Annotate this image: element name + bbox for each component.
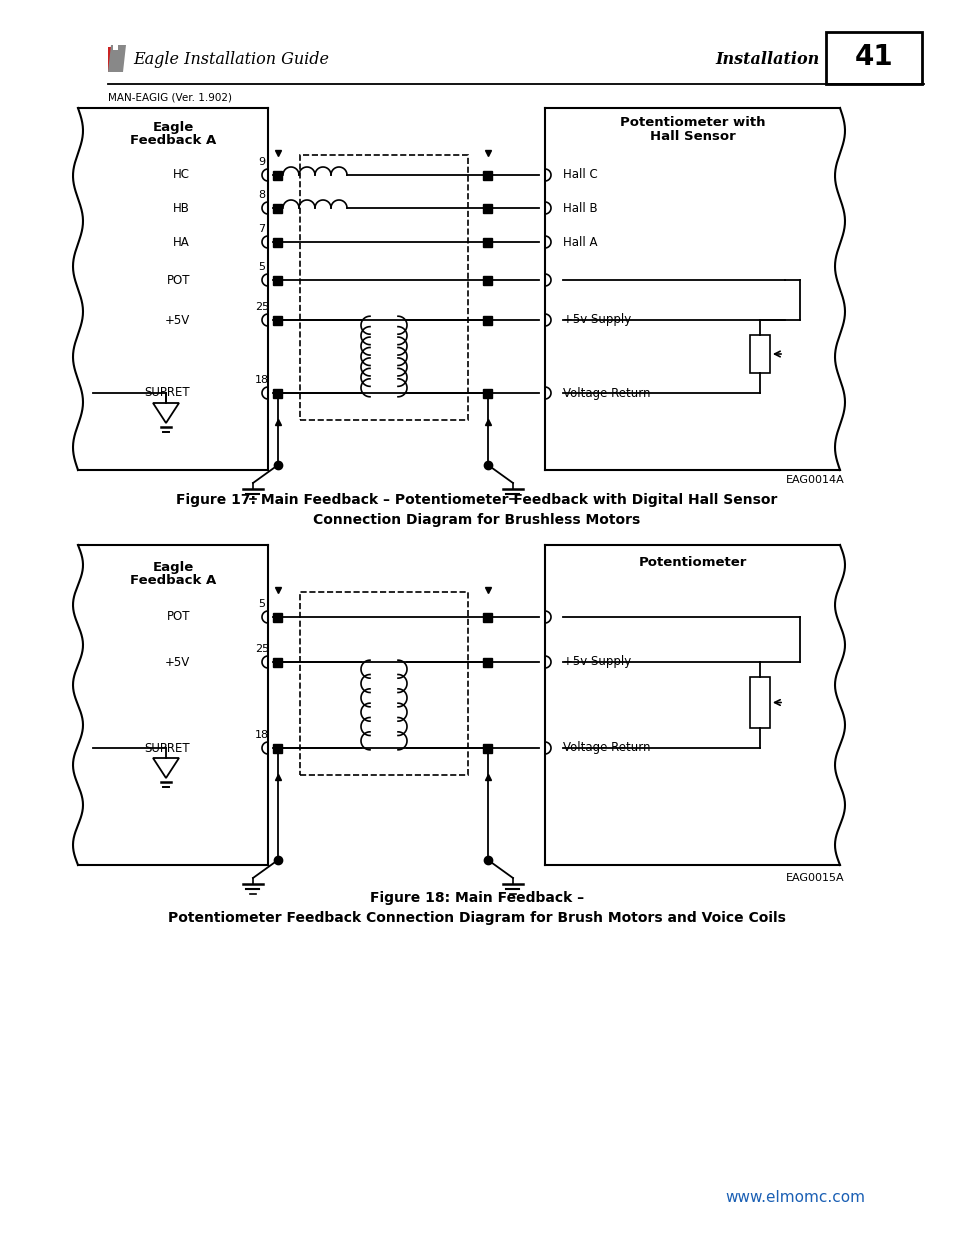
Text: 41: 41 [854,43,892,70]
Text: +5V: +5V [165,656,190,668]
Text: +5v Supply: +5v Supply [562,656,631,668]
Polygon shape [108,44,126,72]
Bar [274,237,282,247]
Text: Hall A: Hall A [562,236,597,248]
Text: HA: HA [173,236,190,248]
Bar [825,32,921,84]
Text: Voltage Return: Voltage Return [562,387,650,399]
Text: Figure 17: Main Feedback – Potentiometer Feedback with Digital Hall Sensor: Figure 17: Main Feedback – Potentiometer… [176,493,777,508]
Text: POT: POT [167,273,190,287]
Text: 7: 7 [258,224,265,233]
Bar [274,743,282,752]
Text: Installation: Installation [715,51,820,68]
Bar [483,743,492,752]
Text: Potentiometer Feedback Connection Diagram for Brush Motors and Voice Coils: Potentiometer Feedback Connection Diagra… [168,911,785,925]
Bar [483,204,492,212]
Text: 18: 18 [254,730,269,740]
Text: 25: 25 [254,643,269,655]
Text: Eagle: Eagle [152,561,193,573]
Text: EAG0015A: EAG0015A [785,873,844,883]
Text: Figure 18: Main Feedback –: Figure 18: Main Feedback – [370,890,583,905]
Bar [483,389,492,398]
Bar [274,613,282,621]
Text: MAN-EAGIG (Ver. 1.902): MAN-EAGIG (Ver. 1.902) [108,93,232,103]
Text: Hall C: Hall C [562,168,598,182]
Bar [483,237,492,247]
Text: SUPRET: SUPRET [144,387,190,399]
Text: Feedback A: Feedback A [130,573,216,587]
Text: 18: 18 [254,375,269,385]
Text: Eagle Installation Guide: Eagle Installation Guide [132,51,329,68]
Text: Eagle: Eagle [152,121,193,135]
Bar [483,657,492,667]
Text: Hall B: Hall B [562,201,597,215]
Text: 25: 25 [254,303,269,312]
Text: 9: 9 [258,157,265,167]
Bar [299,156,468,420]
Bar [299,592,468,776]
Text: HC: HC [172,168,190,182]
Text: POT: POT [167,610,190,624]
Text: Voltage Return: Voltage Return [562,741,650,755]
Bar [483,315,492,325]
Text: HB: HB [172,201,190,215]
Bar [274,204,282,212]
Text: SUPRET: SUPRET [144,741,190,755]
Text: 8: 8 [258,190,265,200]
Text: Hall Sensor: Hall Sensor [649,131,735,143]
Text: Potentiometer with: Potentiometer with [619,116,764,130]
Bar [483,170,492,179]
Text: www.elmomc.com: www.elmomc.com [724,1191,864,1205]
Bar [274,657,282,667]
Bar [274,389,282,398]
Text: EAG0014A: EAG0014A [785,475,844,485]
Text: +5v Supply: +5v Supply [562,314,631,326]
Text: Feedback A: Feedback A [130,135,216,147]
Text: Connection Diagram for Brushless Motors: Connection Diagram for Brushless Motors [313,513,640,527]
Bar [749,677,769,727]
Bar [274,275,282,284]
Text: 5: 5 [258,599,265,609]
Bar [483,275,492,284]
Bar [749,335,769,373]
Bar [274,315,282,325]
Text: +5V: +5V [165,314,190,326]
Text: 5: 5 [258,262,265,272]
Bar [274,170,282,179]
Text: Potentiometer: Potentiometer [638,556,746,568]
Bar [483,613,492,621]
Bar [108,47,123,72]
Polygon shape [112,44,118,49]
